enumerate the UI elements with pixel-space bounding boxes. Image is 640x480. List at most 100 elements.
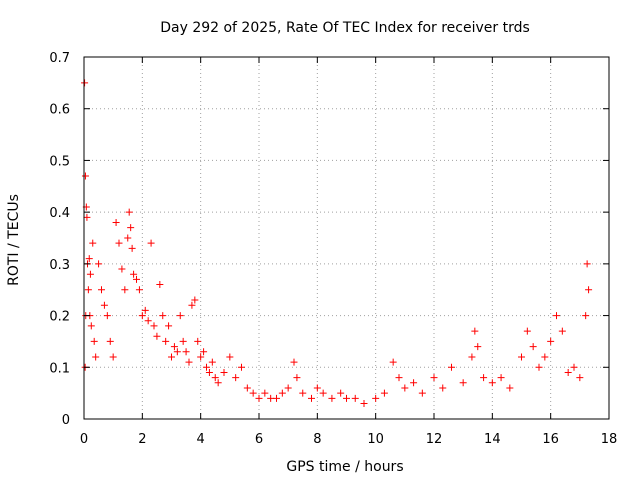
data-point xyxy=(156,281,164,289)
data-point xyxy=(109,353,117,361)
data-point xyxy=(191,296,199,304)
data-point xyxy=(106,337,114,345)
y-tick-labels: 0 0.1 0.2 0.3 0.4 0.5 0.6 0.7 xyxy=(49,51,70,428)
data-point xyxy=(165,322,173,330)
data-point xyxy=(448,363,455,371)
data-point xyxy=(343,394,350,402)
data-point xyxy=(150,322,158,330)
y-tick-label: 0.3 xyxy=(49,258,70,273)
data-point xyxy=(243,384,251,392)
data-point xyxy=(118,265,126,273)
x-tick-label: 2 xyxy=(138,432,146,447)
data-point xyxy=(585,286,593,294)
plot-frame xyxy=(83,56,610,420)
data-point xyxy=(95,260,103,268)
data-point xyxy=(138,312,146,320)
data-point xyxy=(147,239,155,247)
data-point xyxy=(553,312,560,320)
x-tick-label: 6 xyxy=(255,432,263,447)
data-point xyxy=(439,384,447,392)
data-point xyxy=(468,353,476,361)
data-point xyxy=(182,348,190,356)
data-point xyxy=(249,389,257,397)
data-point xyxy=(103,312,111,320)
data-point xyxy=(200,348,208,356)
data-point xyxy=(205,368,213,376)
x-tick-label: 18 xyxy=(601,432,618,447)
data-point xyxy=(497,374,505,382)
x-tick-label: 12 xyxy=(426,432,443,447)
data-point xyxy=(488,379,496,387)
data-point xyxy=(83,213,91,221)
data-points xyxy=(81,79,593,407)
data-point xyxy=(547,337,555,345)
data-point xyxy=(128,244,136,252)
data-point xyxy=(135,286,143,294)
x-tick-label: 10 xyxy=(367,432,384,447)
data-point xyxy=(124,234,132,242)
data-point xyxy=(86,270,94,278)
data-point xyxy=(506,384,514,392)
data-point xyxy=(168,353,175,361)
data-point xyxy=(418,389,426,397)
data-point xyxy=(380,389,388,397)
data-point xyxy=(518,353,525,361)
data-point xyxy=(226,353,234,361)
data-point xyxy=(570,363,578,371)
data-point xyxy=(284,384,292,392)
data-point xyxy=(351,394,359,402)
data-point xyxy=(459,379,467,387)
data-point xyxy=(558,327,566,335)
data-point xyxy=(576,374,584,382)
data-point xyxy=(255,394,263,402)
data-point xyxy=(535,363,543,371)
data-point xyxy=(203,363,210,371)
data-point xyxy=(115,239,123,247)
data-point xyxy=(360,399,368,407)
data-point xyxy=(471,327,479,335)
data-point xyxy=(90,337,98,345)
y-tick-label: 0 xyxy=(62,413,70,428)
data-point xyxy=(261,389,269,397)
data-point xyxy=(170,343,178,351)
data-point xyxy=(313,384,321,392)
data-point xyxy=(273,394,280,402)
x-tick-label: 8 xyxy=(313,432,321,447)
y-tick-label: 0.1 xyxy=(49,361,70,376)
chart-title: Day 292 of 2025, Rate Of TEC Index for r… xyxy=(160,20,530,36)
data-point xyxy=(87,322,95,330)
axis-ticks xyxy=(83,56,610,420)
data-point xyxy=(89,239,97,247)
data-point xyxy=(121,286,129,294)
x-axis-label: GPS time / hours xyxy=(286,459,403,475)
y-tick-label: 0.4 xyxy=(49,206,70,221)
data-point xyxy=(474,343,482,351)
data-point xyxy=(232,374,240,382)
data-point xyxy=(337,389,345,397)
data-point xyxy=(179,337,187,345)
y-tick-label: 0.5 xyxy=(49,154,70,169)
data-point xyxy=(133,275,140,283)
data-point xyxy=(541,353,549,361)
data-point xyxy=(372,394,380,402)
data-point xyxy=(389,358,397,366)
data-point xyxy=(130,270,138,278)
data-point xyxy=(308,394,315,402)
y-tick-label: 0.6 xyxy=(49,103,70,118)
x-tick-label: 4 xyxy=(197,432,205,447)
data-point xyxy=(529,343,537,351)
data-point xyxy=(211,374,219,382)
data-point xyxy=(141,306,149,314)
data-point xyxy=(100,301,108,309)
data-point xyxy=(85,255,93,263)
data-point xyxy=(84,286,92,294)
data-point xyxy=(278,389,286,397)
data-point xyxy=(214,379,222,387)
data-point xyxy=(430,374,438,382)
data-point xyxy=(188,301,196,309)
data-point xyxy=(220,368,228,376)
data-point xyxy=(112,218,120,226)
data-point xyxy=(583,260,591,268)
